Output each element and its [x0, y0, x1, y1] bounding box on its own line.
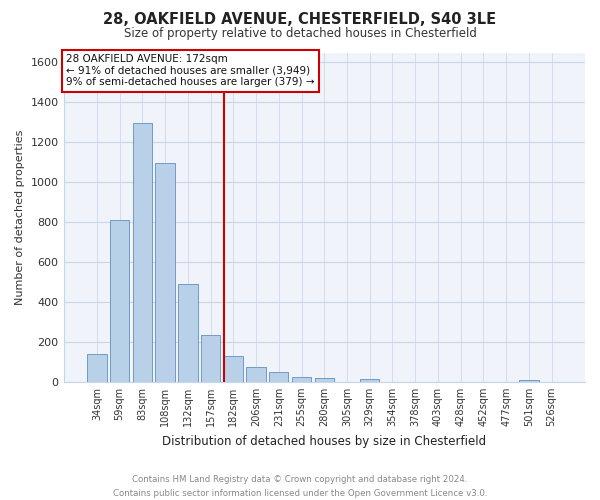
Bar [519, 380, 539, 382]
Bar [314, 378, 334, 382]
Text: Contains HM Land Registry data © Crown copyright and database right 2024.
Contai: Contains HM Land Registry data © Crown c… [113, 476, 487, 498]
Bar [269, 372, 289, 382]
Bar [178, 284, 197, 382]
Bar [292, 377, 311, 382]
Y-axis label: Number of detached properties: Number of detached properties [15, 130, 25, 305]
Bar [247, 367, 266, 382]
Text: 28 OAKFIELD AVENUE: 172sqm
← 91% of detached houses are smaller (3,949)
9% of se: 28 OAKFIELD AVENUE: 172sqm ← 91% of deta… [66, 54, 314, 88]
Bar [110, 220, 130, 382]
Bar [133, 124, 152, 382]
Text: Size of property relative to detached houses in Chesterfield: Size of property relative to detached ho… [124, 28, 476, 40]
Bar [155, 164, 175, 382]
Text: 28, OAKFIELD AVENUE, CHESTERFIELD, S40 3LE: 28, OAKFIELD AVENUE, CHESTERFIELD, S40 3… [103, 12, 497, 28]
Bar [87, 354, 107, 382]
Bar [224, 356, 243, 382]
Bar [201, 335, 220, 382]
Bar [360, 379, 379, 382]
X-axis label: Distribution of detached houses by size in Chesterfield: Distribution of detached houses by size … [162, 434, 487, 448]
